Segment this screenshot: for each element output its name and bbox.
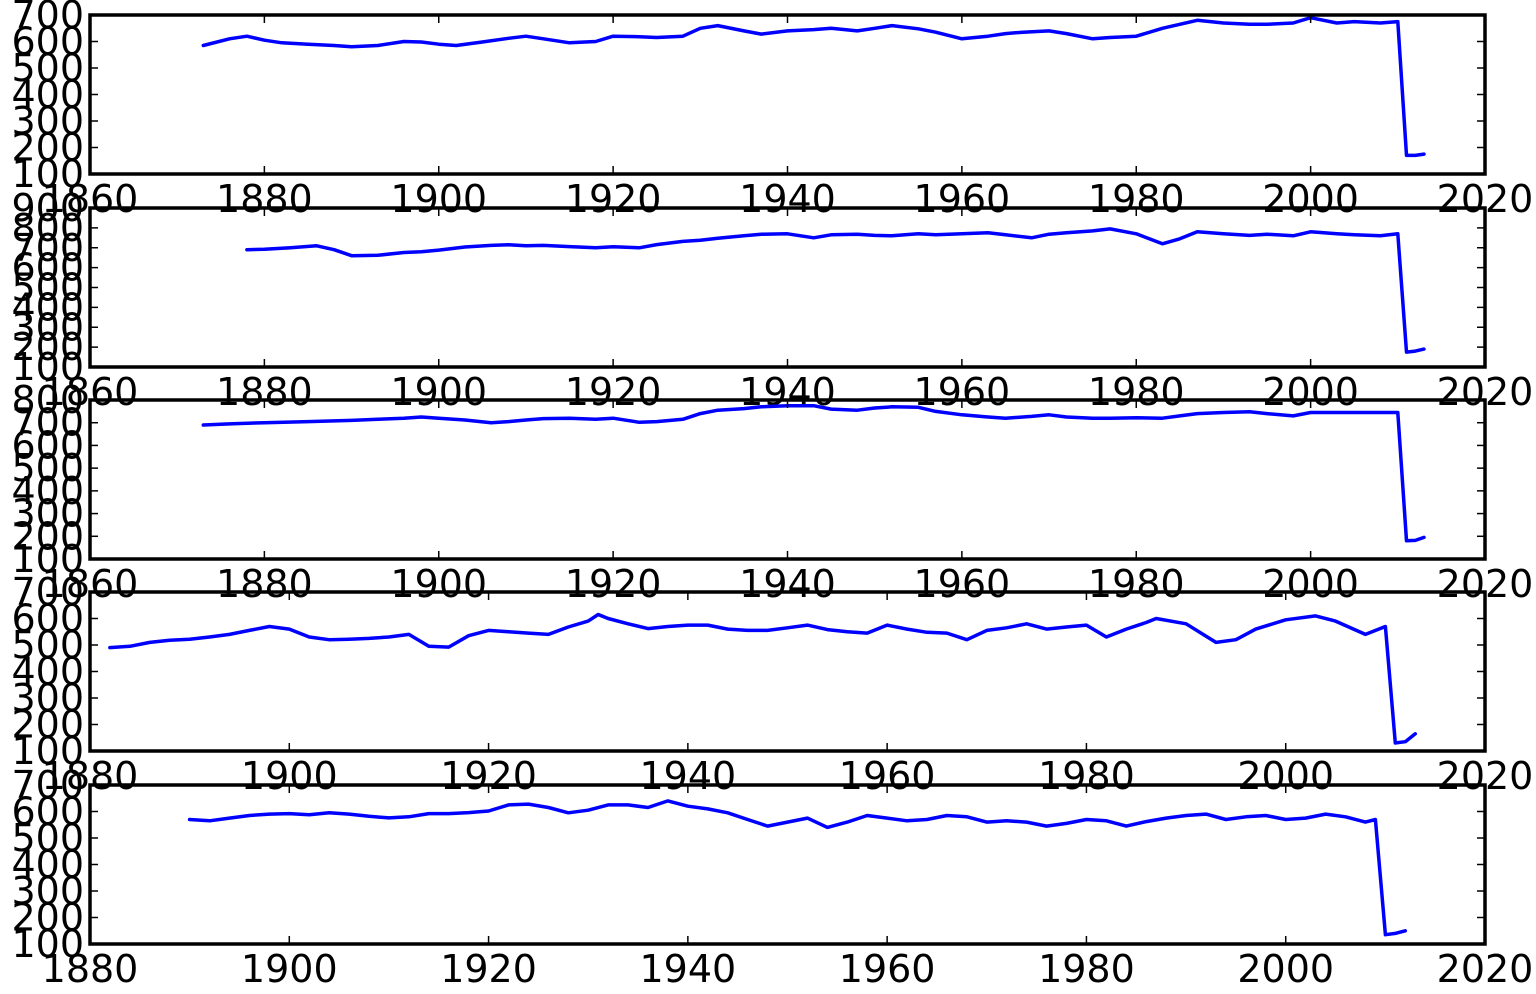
y-tick-label: 600 bbox=[11, 790, 84, 834]
subplot-4: 1880 1900 1920 1940 1960 1980 2000 202010020030… bbox=[11, 570, 1533, 798]
y-tick-label: 100 bbox=[11, 729, 84, 773]
subplot-2: 1860 1880 1900 1920 1940 1960 1980 2000 20201002… bbox=[11, 186, 1533, 414]
x-tick-label: 1900 bbox=[390, 562, 487, 606]
y-tick-label: 400 bbox=[11, 650, 84, 694]
x-tick-label: 1980 bbox=[1038, 947, 1135, 991]
y-tick-label: 100 bbox=[11, 345, 84, 389]
x-tick-label: 2000 bbox=[1262, 562, 1359, 606]
y-tick-label: 500 bbox=[11, 623, 84, 667]
x-tick-label: 1880 bbox=[42, 947, 139, 991]
y-tick-label: 200 bbox=[11, 896, 84, 940]
series-line bbox=[245, 227, 1426, 354]
x-tick-label: 1880 bbox=[216, 562, 313, 606]
x-tick-label: 1940 bbox=[639, 947, 736, 991]
x-tick-label: 1920 bbox=[440, 947, 537, 991]
y-tick-label: 500 bbox=[11, 46, 84, 90]
y-tick-label: 300 bbox=[11, 492, 84, 536]
y-tick-label: 700 bbox=[11, 401, 84, 445]
x-tick-label: 1940 bbox=[739, 562, 836, 606]
y-tick-label: 300 bbox=[11, 676, 84, 720]
x-tick-label: 1980 bbox=[1088, 562, 1185, 606]
y-tick-label: 700 bbox=[11, 226, 84, 270]
y-tick-label: 600 bbox=[11, 246, 84, 290]
subplot-3: 1860 1880 1900 1920 1940 1960 1980 2000 20201002… bbox=[11, 378, 1533, 606]
y-tick-label: 700 bbox=[11, 763, 84, 807]
series-line bbox=[201, 15, 1426, 158]
subplot-5: 1880 1900 1920 1940 1960 1980 2000 2020 10020030… bbox=[11, 763, 1533, 991]
x-tick-label: 2000 bbox=[1237, 947, 1334, 991]
x-tick-label: 1960 bbox=[839, 947, 936, 991]
y-tick-label: 100 bbox=[11, 152, 84, 196]
y-tick-label: 600 bbox=[11, 20, 84, 64]
y-tick-label: 200 bbox=[11, 126, 84, 170]
y-tick-label: 300 bbox=[11, 99, 84, 143]
y-tick-label: 700 bbox=[11, 0, 84, 37]
y-tick-label: 700 bbox=[11, 570, 84, 614]
y-tick-label: 400 bbox=[11, 285, 84, 329]
y-tick-label: 600 bbox=[11, 423, 84, 467]
y-tick-label: 300 bbox=[11, 305, 84, 349]
series-line bbox=[187, 799, 1408, 937]
y-tick-label: 500 bbox=[11, 816, 84, 860]
y-tick-label: 300 bbox=[11, 869, 84, 913]
y-tick-label: 900 bbox=[11, 186, 84, 230]
y-tick-label: 200 bbox=[11, 325, 84, 369]
y-tick-label: 500 bbox=[11, 446, 84, 490]
series-line bbox=[201, 403, 1426, 543]
y-tick-label: 100 bbox=[11, 537, 84, 581]
y-tick-label: 400 bbox=[11, 469, 84, 513]
y-tick-label: 400 bbox=[11, 843, 84, 887]
x-tick-label: 1920 bbox=[565, 562, 662, 606]
x-tick-label: 1960 bbox=[914, 562, 1011, 606]
y-tick-label: 400 bbox=[11, 73, 84, 117]
y-tick-label: 200 bbox=[11, 514, 84, 558]
y-tick-label: 500 bbox=[11, 266, 84, 310]
x-tick-label: 2020 bbox=[1437, 947, 1534, 991]
y-tick-label: 800 bbox=[11, 378, 84, 422]
series-line bbox=[108, 612, 1418, 745]
y-tick-label: 200 bbox=[11, 703, 84, 747]
y-tick-label: 600 bbox=[11, 597, 84, 641]
y-tick-label: 100 bbox=[11, 922, 84, 966]
y-tick-label: 800 bbox=[11, 206, 84, 250]
x-tick-label: 1900 bbox=[241, 947, 338, 991]
